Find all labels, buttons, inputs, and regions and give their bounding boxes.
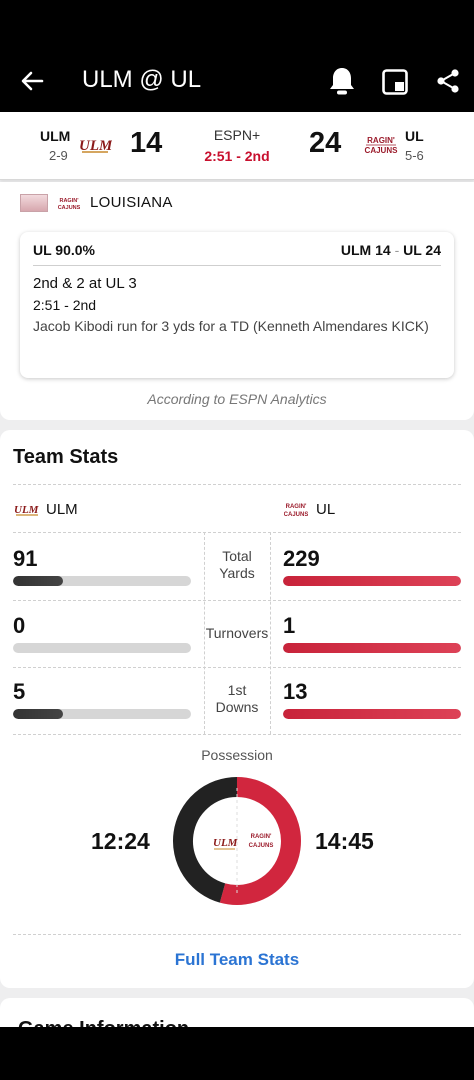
divider [13, 532, 461, 533]
svg-text:RAGIN': RAGIN' [59, 198, 79, 204]
ul-logo-icon: RAGIN' CAJUNS [284, 504, 308, 517]
last-play-card[interactable]: UL 90.0% ULM 14 - UL 24 2nd & 2 at UL 3 … [20, 232, 454, 378]
home-possession-arc [219, 777, 301, 905]
game-clock: 2:51 - 2nd [204, 148, 270, 164]
full-team-stats-link[interactable]: Full Team Stats [174, 950, 300, 969]
home-first-downs-bar [283, 709, 461, 719]
scoreboard[interactable]: ULM 2-9 ULM 14 ESPN+ 2:51 - 2nd 24 RAGIN… [0, 112, 474, 180]
home-team-score: 24 [309, 127, 342, 159]
page-title: ULM @ UL [82, 66, 202, 93]
home-possession-time: 14:45 [315, 828, 374, 854]
divider [204, 532, 205, 734]
ul-logo-icon: RAGIN' [251, 834, 272, 840]
away-turnovers: 0 [13, 613, 26, 638]
play-description: Jacob Kibodi run for 3 yds for a TD (Ken… [33, 318, 429, 334]
picture-in-picture-icon[interactable] [382, 69, 408, 95]
analytics-source: According to ESPN Analytics [147, 391, 327, 407]
svg-text:CAJUNS: CAJUNS [249, 843, 274, 849]
divider [33, 265, 441, 266]
svg-text:CAJUNS: CAJUNS [284, 512, 308, 517]
home-turnovers: 1 [283, 613, 296, 638]
svg-text:CAJUNS: CAJUNS [365, 146, 398, 155]
away-first-downs: 5 [13, 679, 26, 704]
possession-donut-chart: ULM RAGIN' CAJUNS [173, 777, 301, 905]
home-total-yards: 229 [283, 546, 320, 571]
ulm-logo-icon: ULM [213, 837, 239, 849]
away-possession-time: 12:24 [91, 828, 150, 854]
svg-text:CAJUNS: CAJUNS [58, 205, 80, 210]
away-team-logo: ULM [78, 132, 113, 156]
away-possession-arc [173, 777, 238, 903]
play-score-separator: - [394, 242, 400, 258]
status-bar [0, 0, 474, 50]
stat-label-first-downs: 1st Downs [215, 682, 259, 715]
team-stats-title: Team Stats [13, 446, 119, 468]
divider [13, 484, 461, 485]
home-team-logo: RAGIN' CAJUNS [364, 134, 399, 156]
system-navigation-bar [0, 1027, 474, 1080]
win-probability-card: RAGIN' CAJUNS LOUISIANA UL 90.0% ULM 14 … [0, 182, 474, 420]
home-team-abbr: UL [405, 128, 424, 144]
broadcast-network: ESPN+ [213, 127, 261, 143]
team-color-flag [20, 194, 48, 212]
bell-icon[interactable] [328, 66, 356, 96]
away-total-yards: 91 [13, 546, 38, 571]
play-time: 2:51 - 2nd [33, 297, 97, 313]
stat-label-total-yards: Total Yards [219, 548, 255, 581]
divider [13, 734, 461, 735]
play-score: ULM 14 - UL 24 [341, 242, 441, 258]
divider [13, 934, 461, 935]
game-information-card: Game Information [0, 998, 474, 1027]
play-score-away: ULM 14 [340, 242, 391, 258]
svg-text:RAGIN': RAGIN' [286, 504, 307, 510]
stat-label-turnovers: Turnovers [205, 625, 269, 641]
back-arrow-icon[interactable] [18, 67, 46, 95]
divider [270, 532, 271, 734]
away-team-label: ULM [46, 501, 78, 518]
leading-team-name: LOUISIANA [90, 194, 173, 211]
svg-text:RAGIN': RAGIN' [367, 136, 395, 145]
home-turnovers-bar [283, 643, 461, 653]
away-team-score: 14 [130, 127, 163, 159]
possession-title: Possession [201, 747, 273, 763]
home-team-record: 5-6 [405, 148, 424, 163]
team-stats-card: Team Stats ULM ULM RAGIN' CAJUNS UL 91 T… [0, 430, 474, 988]
app-bar: ULM @ UL [0, 50, 474, 112]
away-team-record: 2-9 [49, 148, 68, 163]
svg-text:ULM: ULM [14, 504, 40, 516]
share-icon[interactable] [436, 68, 460, 94]
svg-text:ULM: ULM [79, 138, 112, 154]
ulm-logo-icon: ULM [14, 504, 40, 516]
home-team-label: UL [316, 501, 336, 518]
away-first-downs-bar [13, 709, 191, 719]
game-information-title: Game Information [18, 1018, 189, 1027]
play-score-home: UL 24 [403, 242, 441, 258]
ul-logo-icon: RAGIN' CAJUNS [58, 198, 80, 210]
away-team-abbr: ULM [40, 128, 71, 144]
away-total-yards-bar [13, 576, 191, 586]
divider [13, 600, 461, 601]
win-probability-percent: UL 90.0% [33, 242, 95, 258]
down-and-distance: 2nd & 2 at UL 3 [33, 275, 137, 292]
divider [13, 667, 461, 668]
home-first-downs: 13 [283, 679, 308, 704]
away-turnovers-bar [13, 643, 191, 653]
game-content[interactable]: ULM 2-9 ULM 14 ESPN+ 2:51 - 2nd 24 RAGIN… [0, 112, 474, 1027]
home-total-yards-bar [283, 576, 461, 586]
